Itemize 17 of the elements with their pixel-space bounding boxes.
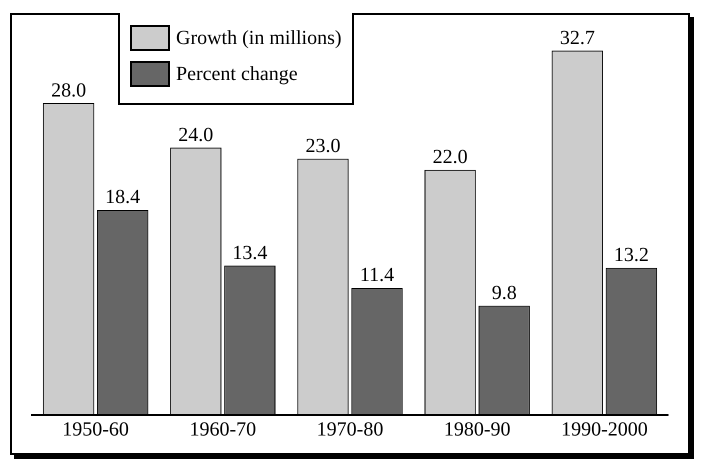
x-tick-label: 1970-80: [316, 418, 384, 440]
data-label: 22.0: [432, 146, 468, 168]
data-label: 23.0: [305, 134, 340, 157]
x-tick-label: 1980-90: [444, 418, 511, 440]
data-label: 28.0: [51, 79, 86, 102]
x-tick-label: 1990-2000: [561, 418, 648, 440]
x-tick-label: 1950-60: [62, 418, 129, 440]
data-label: 32.7: [560, 26, 595, 49]
data-label: 24.0: [178, 124, 214, 146]
data-label: 11.4: [360, 264, 394, 286]
legend-label: Growth (in millions): [176, 26, 342, 50]
legend-label: Percent change: [176, 62, 298, 86]
data-label: 13.4: [232, 242, 268, 264]
data-label: 9.8: [492, 282, 517, 304]
x-tick-label: 1960-70: [189, 418, 256, 440]
data-label: 13.2: [614, 244, 649, 266]
data-label: 18.4: [105, 186, 140, 208]
